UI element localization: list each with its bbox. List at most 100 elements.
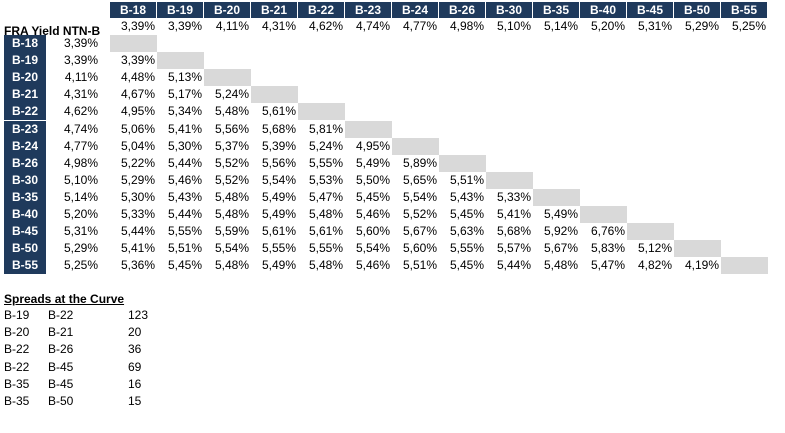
spread-from: B-35	[4, 394, 30, 408]
row-header: B-18	[4, 35, 46, 52]
matrix-cell: 5,45%	[449, 258, 484, 272]
column-yield: 4,11%	[215, 19, 249, 33]
row-header: B-26	[4, 155, 46, 172]
matrix-cell: 5,33%	[120, 207, 155, 221]
matrix-cell: 5,60%	[402, 241, 437, 255]
matrix-cell: 5,54%	[261, 173, 296, 187]
row-header: B-21	[4, 86, 46, 103]
column-header: B-26	[439, 2, 485, 18]
spread-from: B-19	[4, 308, 30, 322]
diagonal-cell	[110, 35, 157, 52]
matrix-cell: 5,44%	[496, 258, 531, 272]
column-header: B-35	[533, 2, 579, 18]
row-yield: 4,31%	[63, 87, 98, 101]
row-yield: 5,10%	[63, 173, 98, 187]
matrix-cell: 5,55%	[261, 241, 296, 255]
row-header: B-22	[4, 103, 46, 120]
matrix-cell: 5,29%	[120, 173, 155, 187]
matrix-cell: 5,13%	[167, 70, 202, 84]
column-header: B-20	[204, 2, 250, 18]
column-header: B-21	[251, 2, 297, 18]
matrix-cell: 5,68%	[261, 122, 296, 136]
diagonal-cell	[721, 257, 768, 274]
column-yield: 4,74%	[355, 19, 390, 33]
matrix-cell: 5,46%	[355, 258, 390, 272]
diagonal-cell	[204, 69, 251, 86]
row-yield: 4,74%	[63, 122, 98, 136]
matrix-cell: 5,37%	[214, 139, 249, 153]
row-header: B-35	[4, 189, 46, 206]
matrix-cell: 5,48%	[543, 258, 578, 272]
column-yield: 4,77%	[402, 19, 437, 33]
spread-to: B-45	[48, 360, 74, 374]
row-header: B-40	[4, 206, 46, 223]
spread-value: 36	[128, 342, 142, 356]
spread-to: B-45	[48, 377, 74, 391]
row-yield: 3,39%	[63, 53, 98, 67]
matrix-cell: 5,51%	[167, 241, 202, 255]
matrix-cell: 5,49%	[261, 207, 296, 221]
matrix-cell: 3,39%	[120, 53, 155, 67]
matrix-cell: 5,47%	[308, 190, 343, 204]
matrix-cell: 5,41%	[167, 122, 202, 136]
spread-to: B-22	[48, 308, 74, 322]
diagonal-cell	[533, 189, 580, 206]
matrix-cell: 5,12%	[637, 241, 672, 255]
column-yield: 5,20%	[590, 19, 625, 33]
spread-value: 123	[128, 308, 149, 322]
matrix-cell: 5,92%	[543, 224, 578, 238]
row-yield: 5,20%	[63, 207, 98, 221]
matrix-cell: 5,47%	[590, 258, 625, 272]
matrix-cell: 5,68%	[496, 224, 531, 238]
matrix-cell: 5,24%	[308, 139, 343, 153]
matrix-cell: 4,48%	[120, 70, 155, 84]
row-yield: 4,11%	[64, 70, 98, 84]
diagonal-cell	[439, 155, 486, 172]
row-yield: 5,31%	[63, 224, 98, 238]
matrix-cell: 4,19%	[684, 258, 719, 272]
matrix-cell: 5,55%	[167, 224, 202, 238]
diagonal-cell	[157, 52, 204, 69]
matrix-cell: 5,63%	[449, 224, 484, 238]
matrix-cell: 5,22%	[120, 156, 155, 170]
column-header: B-55	[721, 2, 767, 18]
matrix-cell: 5,45%	[355, 190, 390, 204]
matrix-cell: 5,55%	[308, 241, 343, 255]
row-yield: 4,77%	[63, 139, 98, 153]
matrix-cell: 5,48%	[214, 207, 249, 221]
row-header: B-30	[4, 172, 46, 189]
spread-value: 15	[128, 394, 142, 408]
matrix-cell: 5,52%	[214, 173, 249, 187]
matrix-cell: 5,55%	[308, 156, 343, 170]
matrix-cell: 5,30%	[167, 139, 202, 153]
row-header: B-20	[4, 69, 46, 86]
matrix-cell: 5,46%	[167, 173, 202, 187]
matrix-cell: 5,49%	[261, 190, 296, 204]
matrix-cell: 6,76%	[590, 224, 625, 238]
diagonal-cell	[298, 103, 345, 120]
column-yield: 4,98%	[449, 19, 484, 33]
column-header: B-19	[157, 2, 203, 18]
matrix-cell: 5,51%	[449, 173, 484, 187]
matrix-cell: 5,57%	[496, 241, 531, 255]
column-header: B-50	[674, 2, 720, 18]
matrix-cell: 5,36%	[120, 258, 155, 272]
matrix-cell: 5,89%	[402, 156, 437, 170]
row-header: B-55	[4, 257, 46, 274]
matrix-cell: 5,61%	[261, 224, 296, 238]
diagonal-cell	[674, 240, 721, 257]
matrix-cell: 5,34%	[167, 104, 202, 118]
matrix-cell: 5,41%	[496, 207, 531, 221]
matrix-cell: 5,59%	[214, 224, 249, 238]
spreads-title: Spreads at the Curve	[4, 292, 125, 306]
row-header: B-45	[4, 223, 46, 240]
matrix-cell: 5,45%	[449, 207, 484, 221]
row-yield: 4,98%	[63, 156, 98, 170]
row-yield: 5,25%	[63, 258, 98, 272]
spread-value: 16	[128, 377, 142, 391]
column-yield: 5,10%	[496, 19, 531, 33]
column-yield: 4,31%	[261, 19, 296, 33]
diagonal-cell	[486, 172, 533, 189]
diagonal-cell	[392, 138, 439, 155]
matrix-cell: 5,50%	[355, 173, 390, 187]
